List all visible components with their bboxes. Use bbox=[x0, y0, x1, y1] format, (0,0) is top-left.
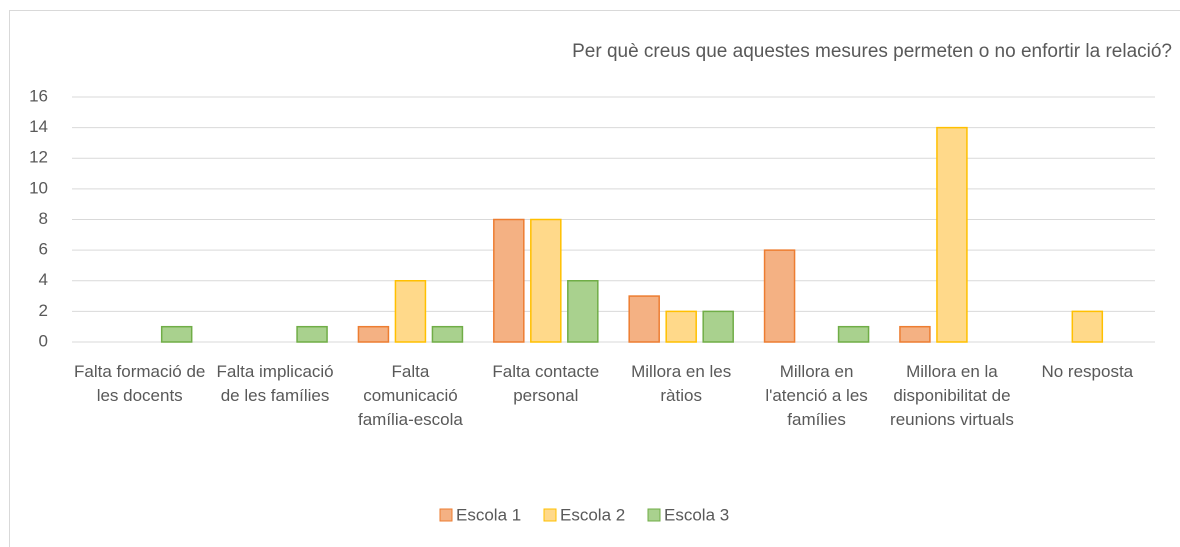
y-tick-label: 14 bbox=[29, 117, 48, 136]
x-tick-label: Millora en la disponibilitat de reunions… bbox=[890, 362, 1014, 429]
legend-swatch bbox=[543, 508, 557, 522]
bar bbox=[763, 249, 796, 343]
legend-label: Escola 2 bbox=[560, 505, 625, 524]
bar bbox=[530, 218, 562, 343]
bar bbox=[567, 280, 599, 343]
bar bbox=[628, 295, 660, 343]
x-tick-label: Falta contacte personal bbox=[492, 362, 600, 405]
y-tick-label: 6 bbox=[39, 240, 48, 259]
bar bbox=[837, 325, 870, 343]
x-tick-label: Falta comunicació família-escola bbox=[358, 362, 463, 429]
x-tick-label: No resposta bbox=[1041, 362, 1134, 381]
bar bbox=[702, 310, 734, 343]
y-tick-label: 0 bbox=[39, 331, 48, 350]
chart-border bbox=[9, 10, 1180, 547]
legend-label: Escola 3 bbox=[664, 505, 729, 524]
y-tick-label: 2 bbox=[39, 301, 48, 320]
legend-swatch bbox=[647, 508, 661, 522]
bar bbox=[493, 218, 525, 343]
legend-label: Escola 1 bbox=[456, 505, 521, 524]
bar bbox=[1071, 310, 1104, 343]
y-tick-label: 8 bbox=[39, 209, 48, 228]
bar bbox=[936, 126, 968, 343]
bar bbox=[357, 325, 390, 343]
bar bbox=[394, 280, 427, 343]
bar bbox=[899, 325, 931, 343]
y-tick-label: 16 bbox=[29, 86, 48, 105]
chart-title: Per què creus que aquestes mesures perme… bbox=[572, 41, 1172, 62]
y-tick-label: 10 bbox=[29, 178, 48, 197]
y-tick-label: 4 bbox=[39, 270, 48, 289]
y-tick-label: 12 bbox=[29, 148, 48, 167]
bar bbox=[665, 310, 697, 343]
bar bbox=[296, 325, 328, 343]
bar bbox=[431, 325, 464, 343]
x-tick-label: Millora en l'atenció a les famílies bbox=[765, 362, 868, 429]
legend-swatch bbox=[439, 508, 453, 522]
x-tick-label: Millora en les ràtios bbox=[631, 362, 732, 405]
x-tick-label: Falta formació de les docents bbox=[74, 362, 206, 405]
bar bbox=[160, 325, 193, 343]
x-tick-label: Falta implicació de les famílies bbox=[216, 362, 334, 405]
